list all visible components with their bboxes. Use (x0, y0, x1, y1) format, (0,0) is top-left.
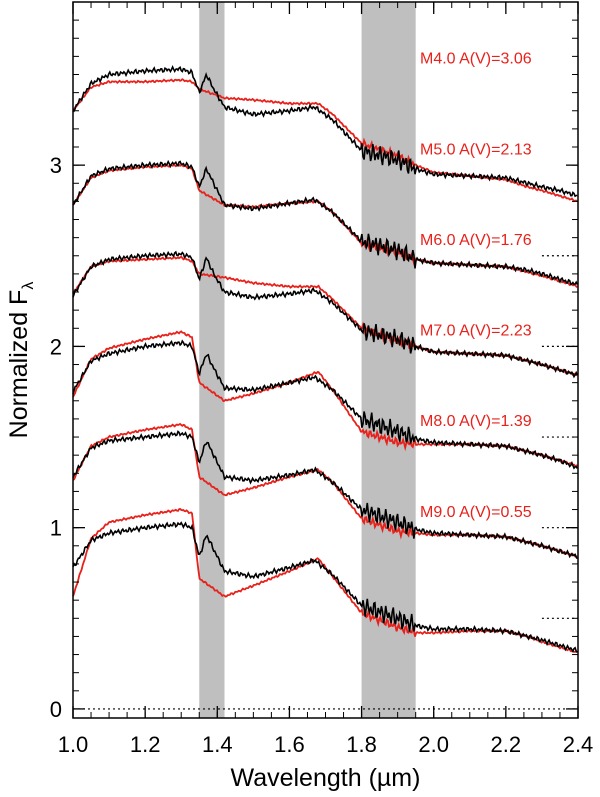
x-tick-label: 2.0 (418, 732, 449, 757)
y-axis-label-main: Normalized F (5, 290, 33, 439)
template-line-5 (72, 422, 578, 558)
x-tick-label: 1.0 (58, 732, 89, 757)
x-tick-label: 2.4 (563, 732, 594, 757)
observed-line-3 (72, 250, 579, 379)
shaded-band-1 (199, 2, 225, 718)
axis-ticks: 1.0 1.2 1.4 1.6 1.8 2.0 2.2 2.4 0 1 2 3 (50, 1, 594, 757)
y-tick-label: 0 (50, 697, 62, 722)
y-tick-label: 2 (50, 334, 62, 359)
series-labels: M4.0 A(V)=3.06 M5.0 A(V)=2.13 M6.0 A(V)=1.… (420, 51, 532, 521)
x-tick-label: 2.2 (491, 732, 522, 757)
observed-line-2 (72, 159, 579, 286)
y-tick-label: 1 (50, 516, 62, 541)
x-tick-label: 1.8 (346, 732, 377, 757)
x-tick-label: 1.2 (130, 732, 161, 757)
series-label-4: M7.0 A(V)=2.23 (420, 323, 532, 340)
shaded-band-2 (361, 2, 416, 718)
observed-line-6 (72, 521, 578, 654)
template-line-6 (72, 507, 578, 654)
series-label-3: M6.0 A(V)=1.76 (420, 232, 532, 249)
y-axis-label-subscript: λ (20, 282, 37, 290)
observed-line-4 (72, 339, 578, 470)
y-axis-label: Normalized Fλ (5, 282, 37, 439)
observed-line-5 (72, 430, 578, 560)
observed-line-1 (72, 65, 578, 198)
series-label-2: M5.0 A(V)=2.13 (420, 141, 532, 158)
x-tick-label: 1.4 (202, 732, 233, 757)
template-line-3 (72, 255, 578, 377)
series-label-5: M8.0 A(V)=1.39 (420, 413, 532, 430)
series-layer (72, 65, 579, 654)
telluric-band-layer (199, 2, 416, 718)
series-label-1: M4.0 A(V)=3.06 (420, 51, 532, 68)
x-axis-label: Wavelength (µm) (231, 764, 421, 792)
x-tick-label: 1.6 (274, 732, 305, 757)
template-line-2 (72, 163, 578, 289)
series-label-6: M9.0 A(V)=0.55 (420, 504, 532, 521)
y-tick-label: 3 (50, 153, 62, 178)
template-line-1 (72, 78, 578, 203)
